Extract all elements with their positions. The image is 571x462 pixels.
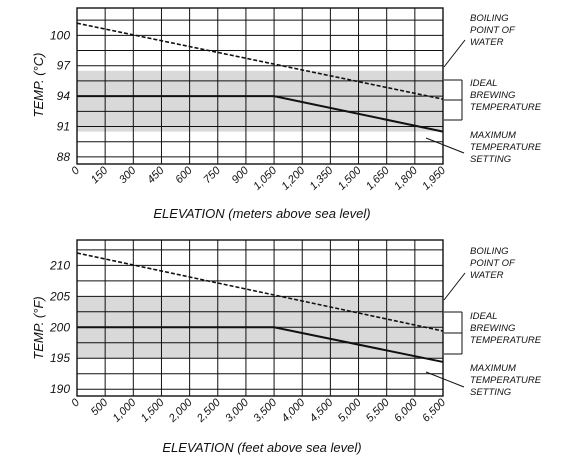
- max-temperature-line: [77, 95, 444, 133]
- x-tick-label: 300: [117, 164, 139, 186]
- chart-2-max-label-line-2: TEMPERATURE: [470, 375, 542, 386]
- annotation-leader-line: [443, 272, 466, 301]
- chart-1-ideal-label-line-1: IDEAL: [470, 78, 497, 89]
- x-tick-label: 1,050: [251, 164, 280, 193]
- chart-2-boiling-label-line-3: WATER: [470, 270, 504, 281]
- x-tick-label: 2,000: [166, 396, 195, 425]
- x-tick-label: 150: [89, 164, 111, 186]
- annotation-leader-line: [443, 39, 466, 68]
- x-tick-label: 1,650: [364, 164, 393, 193]
- x-tick-label: 450: [145, 164, 167, 186]
- x-tick-label: 1,950: [420, 164, 449, 193]
- y-tick-label: 205: [49, 289, 70, 303]
- annotation-leader-line: [425, 371, 465, 388]
- x-tick-label: 6,500: [420, 396, 449, 425]
- chart-1-boiling-label-line-3: WATER: [470, 37, 504, 48]
- x-tick-label: 1,800: [392, 164, 421, 193]
- chart-1-ideal-label-line-3: TEMPERATURE: [470, 102, 542, 113]
- x-tick-label: 2,500: [194, 396, 223, 425]
- chart-1-x-axis-label: ELEVATION (meters above sea level): [153, 206, 370, 221]
- chart-1-max-label-line-2: TEMPERATURE: [470, 142, 542, 153]
- y-tick-label: 91: [57, 120, 70, 134]
- chart-2-ideal-label-line-3: TEMPERATURE: [470, 335, 542, 346]
- x-tick-label: 0: [69, 396, 82, 409]
- chart-1-max-label-line-1: MAXIMUM: [470, 130, 516, 141]
- chart-2-ideal-label-line-2: BREWING: [470, 323, 515, 334]
- y-tick-label: 94: [57, 89, 71, 103]
- x-tick-label: 4,500: [308, 396, 337, 425]
- y-tick-label: 97: [57, 59, 72, 73]
- chart-2-x-axis-label: ELEVATION (feet above sea level): [162, 440, 361, 455]
- plot-frame: [76, 7, 444, 165]
- x-tick-label: 750: [201, 164, 223, 186]
- x-tick-label: 900: [230, 164, 252, 186]
- chart-1-boiling-label-line-2: POINT OF: [470, 25, 516, 36]
- chart-2-boiling-label-line-1: BOILING: [470, 246, 509, 257]
- ideal-brewing-band: [77, 70, 443, 132]
- y-tick-label: 88: [57, 150, 71, 164]
- x-tick-label: 6,000: [392, 396, 421, 425]
- annotation-leader-line: [425, 137, 465, 154]
- x-tick-label: 5,500: [364, 396, 393, 425]
- x-tick-label: 1,000: [110, 396, 139, 425]
- chart-2-max-label-line-1: MAXIMUM: [470, 363, 516, 374]
- y-tick-label: 200: [49, 320, 70, 334]
- chart-1-max-label-line-3: SETTING: [470, 154, 511, 165]
- chart-2-y-axis-label: TEMP. (°F): [31, 296, 46, 359]
- y-tick-label: 100: [50, 28, 70, 42]
- x-tick-label: 1,200: [279, 164, 308, 193]
- x-tick-label: 0: [69, 164, 82, 177]
- x-tick-label: 4,000: [279, 396, 308, 425]
- boiling-point-line: [76, 252, 444, 332]
- x-tick-label: 1,350: [308, 164, 337, 193]
- x-tick-label: 600: [173, 164, 195, 186]
- x-tick-label: 5,000: [336, 396, 365, 425]
- max-temperature-line: [77, 326, 444, 363]
- boiling-point-line: [76, 22, 444, 100]
- x-tick-label: 3,500: [251, 396, 280, 425]
- y-tick-label: 210: [49, 258, 70, 272]
- chart-2-max-label-line-3: SETTING: [470, 387, 511, 398]
- fahrenheit-chart: TEMP. (°F) ELEVATION (feet above sea lev…: [31, 239, 542, 455]
- x-tick-label: 1,500: [336, 164, 365, 193]
- y-tick-label: 195: [50, 351, 70, 365]
- celsius-chart: TEMP. (°C) ELEVATION (meters above sea l…: [31, 7, 542, 221]
- chart-2-ideal-label-line-1: IDEAL: [470, 311, 497, 322]
- y-tick-label: 190: [50, 382, 70, 396]
- x-tick-label: 3,000: [223, 396, 252, 425]
- chart-2-boiling-label-line-2: POINT OF: [470, 258, 516, 269]
- chart-1-ideal-label-line-2: BREWING: [470, 90, 515, 101]
- plot-frame: [76, 239, 444, 397]
- x-tick-label: 1,500: [139, 396, 168, 425]
- x-tick-label: 500: [89, 396, 111, 418]
- chart-1-boiling-label-line-1: BOILING: [470, 13, 509, 24]
- chart-1-y-axis-label: TEMP. (°C): [31, 53, 46, 118]
